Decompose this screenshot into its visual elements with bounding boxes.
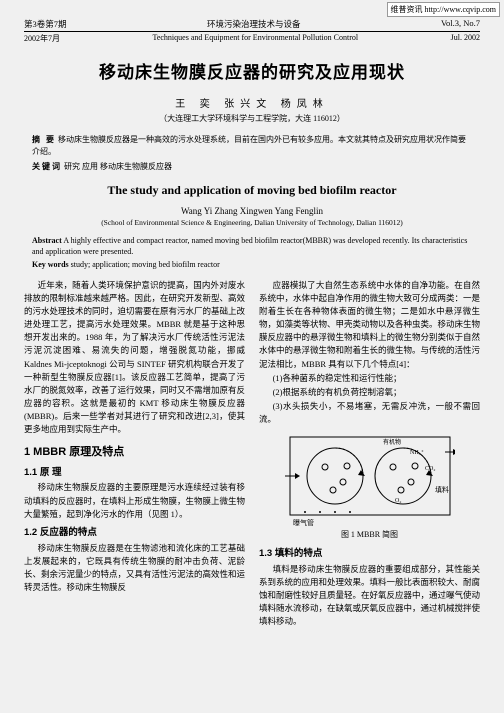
list-item-1: (1)各种菌系的稳定性和运行性能； xyxy=(259,372,480,385)
svg-text:O₂: O₂ xyxy=(395,498,401,504)
date-en: Jul. 2002 xyxy=(451,33,480,44)
source-link[interactable]: 维普资讯 http://www.cqvip.com xyxy=(387,2,500,17)
abstract-cn-label: 摘 要 xyxy=(32,135,56,144)
source-label: 维普资讯 xyxy=(391,5,423,14)
keywords-cn-label: 关键词 xyxy=(32,162,62,171)
keywords-en-label: Key words xyxy=(32,260,69,269)
volume-en: Vol.3, No.7 xyxy=(441,18,480,30)
section-1-heading: 1 MBBR 原理及特点 xyxy=(24,444,245,461)
keywords-en-text: study; application; moving bed biofilm r… xyxy=(71,260,220,269)
col2-p1: 应器模拟了大自然生态系统中水体的自净功能。在自然系统中，水体中起自净作用的微生物… xyxy=(259,279,480,371)
abstract-en: Abstract A highly effective and compact … xyxy=(24,235,480,257)
abstract-en-label: Abstract xyxy=(32,236,62,245)
keywords-en: Key words study; application; moving bed… xyxy=(24,259,480,270)
authors-en: Wang Yi Zhang Xingwen Yang Fenglin xyxy=(24,206,480,216)
journal-header-bottom: 2002年7月 Techniques and Equipment for Env… xyxy=(24,32,480,44)
journal-header-top: 第3卷第7期 环境污染治理技术与设备 Vol.3, No.7 xyxy=(24,18,480,32)
abstract-en-text: A highly effective and compact reactor, … xyxy=(32,236,467,256)
page-content: 第3卷第7期 环境污染治理技术与设备 Vol.3, No.7 2002年7月 T… xyxy=(0,0,504,639)
keywords-cn-text: 研究 应用 移动床生物膜反应器 xyxy=(64,162,172,171)
figure-1: 有机物 NH₄⁺ CO₂ O₂ 曝气管 填料 图 1 MBBR 简图 xyxy=(285,432,455,541)
section-1-3-text: 填料是移动床生物膜反应器的重要组成部分，其性能关系到系统的应用和处理效果。填料一… xyxy=(259,563,480,629)
svg-text:曝气管: 曝气管 xyxy=(293,518,314,527)
title-cn: 移动床生物膜反应器的研究及应用现状 xyxy=(24,58,480,83)
column-left: 近年来，随着人类环境保护意识的提高，国内外对废水排放的限制标准越来越严格。因此，… xyxy=(24,279,245,630)
svg-text:有机物: 有机物 xyxy=(383,438,401,446)
section-1-2-heading: 1.2 反应器的特点 xyxy=(24,526,245,541)
list-item-3: (3)水头损失小，不易堵塞，无需反冲洗，一般不需回流。 xyxy=(259,400,480,426)
svg-text:填料: 填料 xyxy=(435,485,449,494)
journal-name-en: Techniques and Equipment for Environment… xyxy=(153,33,359,44)
abstract-cn: 摘 要 移动床生物膜反应器是一种高效的污水处理系统，目前在国内外已有较多应用。本… xyxy=(24,134,480,158)
column-right: 应器模拟了大自然生态系统中水体的自净功能。在自然系统中，水体中起自净作用的微生物… xyxy=(259,279,480,630)
title-en: The study and application of moving bed … xyxy=(24,183,480,198)
date-cn: 2002年7月 xyxy=(24,33,60,44)
affiliation-en: (School of Environmental Science & Engin… xyxy=(24,218,480,227)
journal-name-cn: 环境污染治理技术与设备 xyxy=(207,18,301,30)
section-1-1-text: 移动床生物膜反应器的主要原理是污水连续经过装有移动填料的反应器时，在填料上形成生… xyxy=(24,481,245,521)
figure-1-caption: 图 1 MBBR 简图 xyxy=(285,529,455,541)
affiliation-cn: （大连理工大学环境科学与工程学院，大连 116012） xyxy=(24,113,480,124)
authors-cn: 王 奕 张兴文 杨凤林 xyxy=(24,95,480,110)
section-1-2-text: 移动床生物膜反应器是在生物滤池和流化床的工艺基础上发展起来的，它既具有传统生物膜… xyxy=(24,542,245,595)
mbbr-diagram-icon: 有机物 NH₄⁺ CO₂ O₂ 曝气管 填料 xyxy=(285,432,455,527)
section-1-3-heading: 1.3 填料的特点 xyxy=(259,547,480,562)
keywords-cn: 关键词 研究 应用 移动床生物膜反应器 xyxy=(24,161,480,173)
list-item-2: (2)根据系统的有机负荷控制溶氧； xyxy=(259,386,480,399)
issue-cn: 第3卷第7期 xyxy=(24,18,67,30)
section-1-1-heading: 1.1 原 理 xyxy=(24,466,245,481)
body-columns: 近年来，随着人类环境保护意识的提高，国内外对废水排放的限制标准越来越严格。因此，… xyxy=(24,279,480,630)
svg-text:NH₄⁺: NH₄⁺ xyxy=(410,449,424,456)
source-url: http://www.cqvip.com xyxy=(425,5,496,14)
abstract-cn-text: 移动床生物膜反应器是一种高效的污水处理系统，目前在国内外已有较多应用。本文就其特… xyxy=(32,135,466,156)
svg-text:CO₂: CO₂ xyxy=(425,466,435,472)
intro-p1: 近年来，随着人类环境保护意识的提高，国内外对废水排放的限制标准越来越严格。因此，… xyxy=(24,279,245,437)
